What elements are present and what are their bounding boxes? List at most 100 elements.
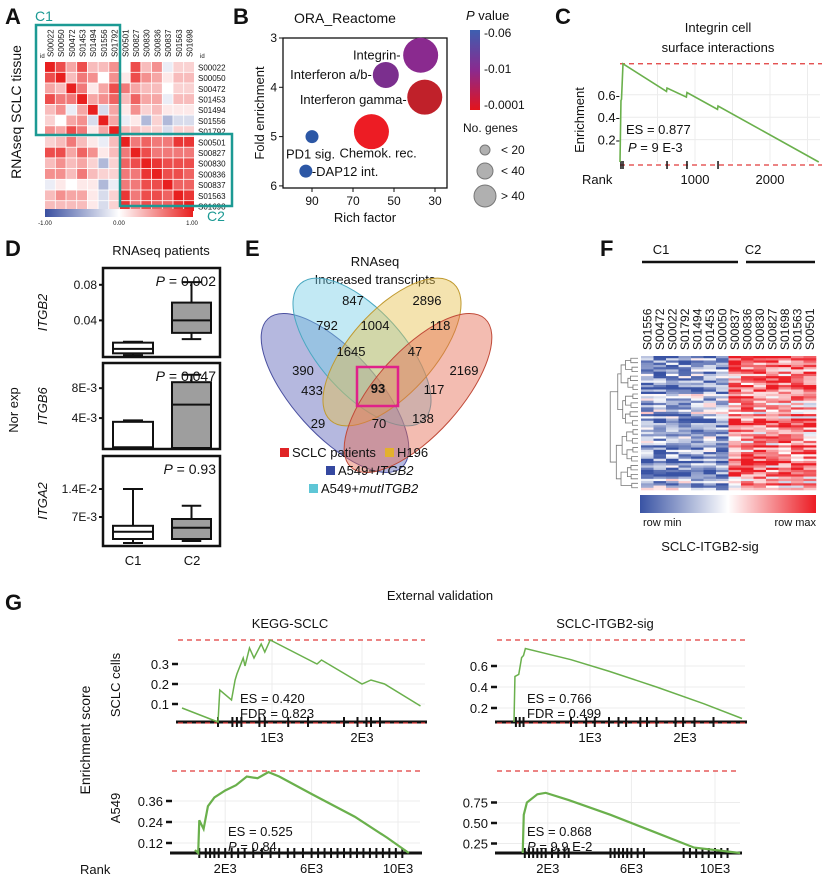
heatmap-cell bbox=[803, 458, 817, 462]
dendrogram-branch bbox=[631, 438, 638, 444]
heatmap-cell bbox=[641, 378, 654, 381]
heatmap-cell bbox=[778, 460, 792, 464]
y-tick-label: 7E-3 bbox=[72, 510, 98, 524]
heatmap-cell bbox=[87, 126, 98, 137]
heatmap-cell bbox=[666, 458, 679, 462]
y-tick-label: 0.25 bbox=[463, 837, 488, 852]
heatmap-cell bbox=[716, 476, 729, 480]
heatmap-cell bbox=[109, 115, 120, 126]
heatmap-cell bbox=[703, 463, 717, 466]
heatmap-cell bbox=[162, 190, 173, 201]
heatmap-cell bbox=[152, 126, 162, 137]
x-tick-label: 90 bbox=[305, 194, 319, 208]
box-c2 bbox=[171, 381, 212, 450]
column-label: S01792 bbox=[111, 29, 120, 57]
heatmap-cell bbox=[703, 425, 717, 428]
heatmap-cell bbox=[666, 463, 679, 466]
heatmap-cell bbox=[141, 136, 152, 147]
heatmap-cell bbox=[766, 478, 779, 482]
heatmap-cell bbox=[184, 169, 194, 179]
heatmap-cell bbox=[173, 104, 184, 115]
heatmap-cell bbox=[119, 94, 130, 104]
heatmap-cell bbox=[791, 485, 804, 489]
venn-set-sclc-patients bbox=[343, 313, 493, 473]
heatmap-cell bbox=[753, 434, 767, 437]
heatmap-cell bbox=[666, 449, 679, 453]
box-c2 bbox=[171, 301, 212, 334]
heatmap-cell bbox=[45, 179, 55, 190]
heatmap-cell bbox=[803, 447, 817, 451]
heatmap-cell bbox=[791, 356, 804, 359]
heatmap-cell bbox=[641, 400, 654, 404]
heatmap-cell bbox=[109, 169, 120, 179]
heatmap-cell bbox=[666, 487, 679, 491]
heatmap-cell bbox=[641, 476, 654, 480]
heatmap-cell bbox=[653, 371, 667, 375]
axes: 3 4 5 6 90 70 50 30 bbox=[270, 31, 442, 208]
heatmap-cell bbox=[703, 465, 717, 468]
row-label-a549: A549 bbox=[108, 793, 123, 823]
heatmap-cell bbox=[653, 476, 667, 480]
heatmap-cell bbox=[791, 396, 804, 399]
heatmap-cell bbox=[728, 376, 742, 379]
boxplot-itga2: ITGA2 P = 0.93 1.4E-2 7E-3 bbox=[35, 454, 222, 548]
venn-region-count: 117 bbox=[424, 382, 445, 397]
heatmap-cell bbox=[653, 402, 667, 406]
heatmap-cell bbox=[678, 458, 692, 462]
heatmap-cell bbox=[716, 414, 729, 417]
heatmap-cell bbox=[778, 467, 792, 471]
x-tick-label: 6E3 bbox=[300, 861, 323, 876]
heatmap-cell bbox=[691, 427, 704, 430]
heatmap-cell bbox=[703, 402, 717, 406]
heatmap-cell bbox=[766, 445, 779, 448]
dendrogram-branch bbox=[630, 402, 638, 408]
heatmap-cell bbox=[678, 443, 692, 446]
heatmap-cell bbox=[666, 425, 679, 428]
heatmap-cell bbox=[678, 380, 692, 384]
heatmap-cell bbox=[803, 469, 817, 473]
heatmap-cell bbox=[45, 115, 55, 126]
heatmap-cell bbox=[766, 418, 779, 422]
heatmap-cell bbox=[87, 147, 98, 158]
gsea-curve: 0.6- 0.4- 0.2- 1000 2000 bbox=[598, 62, 822, 187]
heatmap-cell bbox=[666, 452, 679, 455]
heatmap-cell bbox=[803, 483, 817, 486]
heatmap-cell bbox=[728, 436, 742, 439]
heatmap-cell bbox=[666, 382, 679, 386]
heatmap-cell bbox=[778, 356, 792, 359]
heatmap-cell bbox=[77, 147, 87, 158]
heatmap-cell bbox=[716, 380, 729, 384]
x-tick-label: C1 bbox=[125, 553, 142, 568]
heatmap-cell bbox=[691, 380, 704, 384]
panel-label-d: D bbox=[5, 236, 21, 261]
y-tick-label: 0.2 bbox=[470, 701, 488, 716]
row-label: S00836 bbox=[198, 170, 226, 179]
heatmap-cell bbox=[753, 458, 767, 462]
row-label: S00022 bbox=[198, 63, 226, 72]
heatmap-cell bbox=[641, 431, 654, 435]
heatmap-cell bbox=[778, 369, 792, 372]
heatmap-cell bbox=[641, 481, 654, 484]
heatmap-cell bbox=[778, 472, 792, 475]
heatmap-cell bbox=[766, 402, 779, 406]
heatmap-cell bbox=[45, 62, 55, 72]
heatmap-cell bbox=[678, 478, 692, 482]
heatmap-cell bbox=[703, 360, 717, 363]
heatmap-cell bbox=[728, 472, 742, 475]
x-tick-label: 70 bbox=[346, 194, 360, 208]
heatmap-cell bbox=[678, 378, 692, 381]
heatmap-cell bbox=[87, 169, 98, 179]
dendrogram-branch bbox=[622, 400, 626, 419]
heatmap-cell bbox=[678, 396, 692, 399]
p-value-label: P = 0.93 bbox=[163, 461, 216, 477]
x-tick-label: 2000 bbox=[756, 172, 785, 187]
legend-color-title-rest: value bbox=[475, 8, 510, 23]
heatmap-cell bbox=[641, 396, 654, 399]
heatmap-cell bbox=[703, 460, 717, 464]
column-label: S00837 bbox=[164, 29, 173, 57]
column-label: S00830 bbox=[143, 29, 152, 57]
heatmap-cell bbox=[728, 447, 742, 451]
heatmap-cell bbox=[716, 431, 729, 435]
